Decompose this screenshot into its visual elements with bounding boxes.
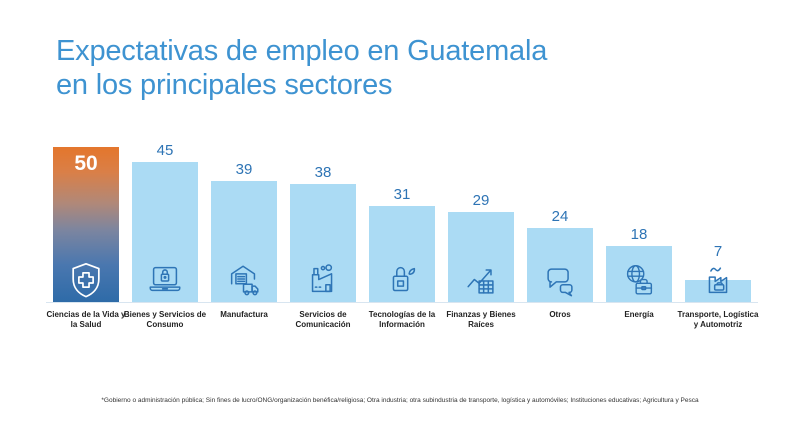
page-title-line2: en los principales sectores bbox=[56, 69, 393, 102]
value-label: 50 bbox=[74, 152, 98, 175]
value-label: 38 bbox=[314, 164, 332, 181]
category-label: Energía bbox=[624, 310, 654, 319]
value-label: 18 bbox=[630, 226, 648, 243]
bar-column: 50 Ciencias de la Vida y la Salud bbox=[46, 147, 126, 329]
value-label: 31 bbox=[393, 186, 411, 203]
bar-column: 31 Tecnologías de la Información bbox=[369, 147, 436, 329]
factory-vehicle-icon bbox=[699, 261, 737, 299]
bar-column: 39 Manufactura bbox=[211, 147, 277, 319]
category-label: Ciencias de la Vida y la Salud bbox=[46, 310, 126, 330]
value-label: 7 bbox=[713, 243, 723, 260]
category-label: Tecnologías de la Información bbox=[368, 310, 436, 330]
value-label: 24 bbox=[551, 208, 569, 225]
category-label: Manufactura bbox=[220, 310, 268, 319]
bar-column: 24 Otros bbox=[527, 147, 593, 319]
category-label: Bienes y Servicios de Consumo bbox=[123, 310, 207, 330]
page-title-line1: Expectativas de empleo en Guatemala bbox=[56, 35, 548, 68]
bar-column: 7 Transporte, Logística y Automotriz bbox=[678, 147, 759, 329]
bar-column: 29 Finanzas y Bienes Raíces bbox=[446, 147, 515, 329]
speech-bubbles-icon bbox=[541, 261, 579, 299]
factory-smoke-icon bbox=[304, 261, 342, 299]
globe-briefcase-icon bbox=[620, 261, 658, 299]
laptop-lock-icon bbox=[146, 261, 184, 299]
category-label: Finanzas y Bienes Raíces bbox=[446, 310, 516, 330]
value-label: 39 bbox=[235, 161, 253, 178]
bar-column: 38 Servicios de Comunicación bbox=[290, 147, 356, 329]
growth-chart-icon bbox=[462, 261, 500, 299]
bar bbox=[290, 184, 356, 302]
category-label: Transporte, Logística y Automotriz bbox=[677, 310, 759, 330]
padlock-leaf-icon bbox=[383, 261, 421, 299]
footnote: *Gobierno o administración pública; Sin … bbox=[101, 396, 699, 404]
warehouse-truck-icon bbox=[225, 261, 263, 299]
bar-column: 18 Energía bbox=[606, 147, 672, 319]
bar bbox=[685, 280, 751, 302]
bar-highlighted bbox=[53, 147, 119, 302]
bar-column: 45 Bienes y Servicios de Consumo bbox=[124, 142, 206, 329]
shield-medical-icon bbox=[67, 261, 105, 299]
bar bbox=[448, 212, 514, 302]
value-label: 29 bbox=[472, 192, 490, 209]
bar-chart: 50 Ciencias de la Vida y la Salud 45 Bienes… bbox=[46, 142, 759, 329]
category-label: Otros bbox=[549, 310, 571, 319]
chart-baseline bbox=[46, 302, 758, 303]
category-label: Servicios de Comunicación bbox=[295, 310, 351, 330]
value-label: 45 bbox=[156, 142, 174, 159]
page-title: Expectativas de empleo en Guatemala en l… bbox=[56, 35, 547, 103]
